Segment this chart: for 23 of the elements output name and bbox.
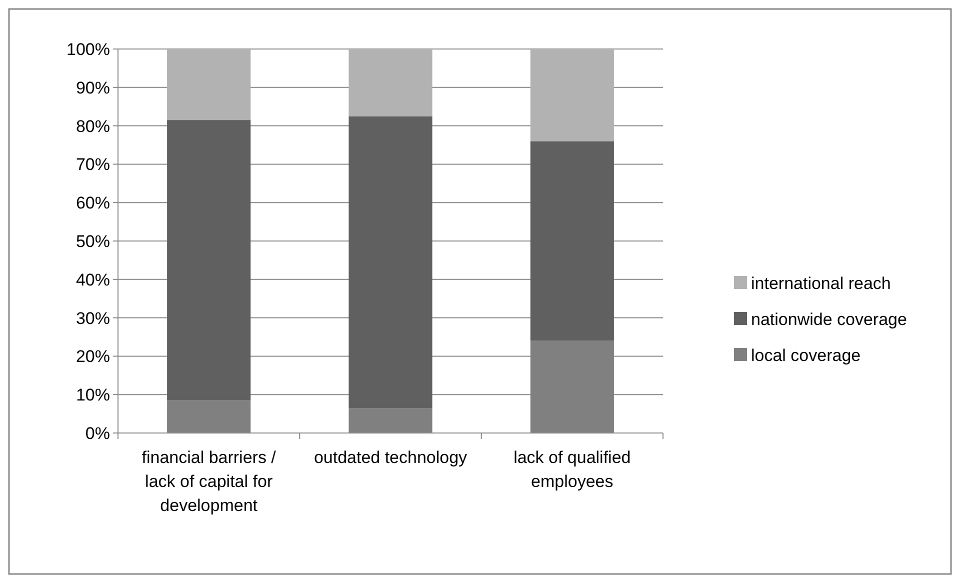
bar [167,49,251,120]
y-tick-label: 90% [76,78,110,98]
y-tick-label: 80% [76,116,110,136]
y-tick-label: 100% [66,40,110,59]
legend-label: international reach [751,274,891,293]
y-tick-label: 30% [76,308,110,328]
bar [530,49,614,142]
bar [348,49,432,116]
x-tick-label: lack of qualified employees [514,448,631,491]
y-tick-label: 10% [76,386,110,405]
bar [167,120,251,400]
legend-label: nationwide coverage [751,310,907,329]
y-tick-label: 20% [76,347,110,366]
x-tick-label: financial barriers / lack of capital for development [142,448,276,515]
bar [530,141,614,341]
y-tick-label: 70% [76,155,110,174]
y-tick-label: 50% [76,232,110,251]
x-tick-label: outdated technology [314,448,468,467]
y-tick-label: 60% [76,194,110,213]
bar [348,116,432,408]
y-tick-label: 0% [85,424,110,443]
y-tick-label: 40% [76,270,110,290]
legend-label: local coverage [751,346,861,365]
